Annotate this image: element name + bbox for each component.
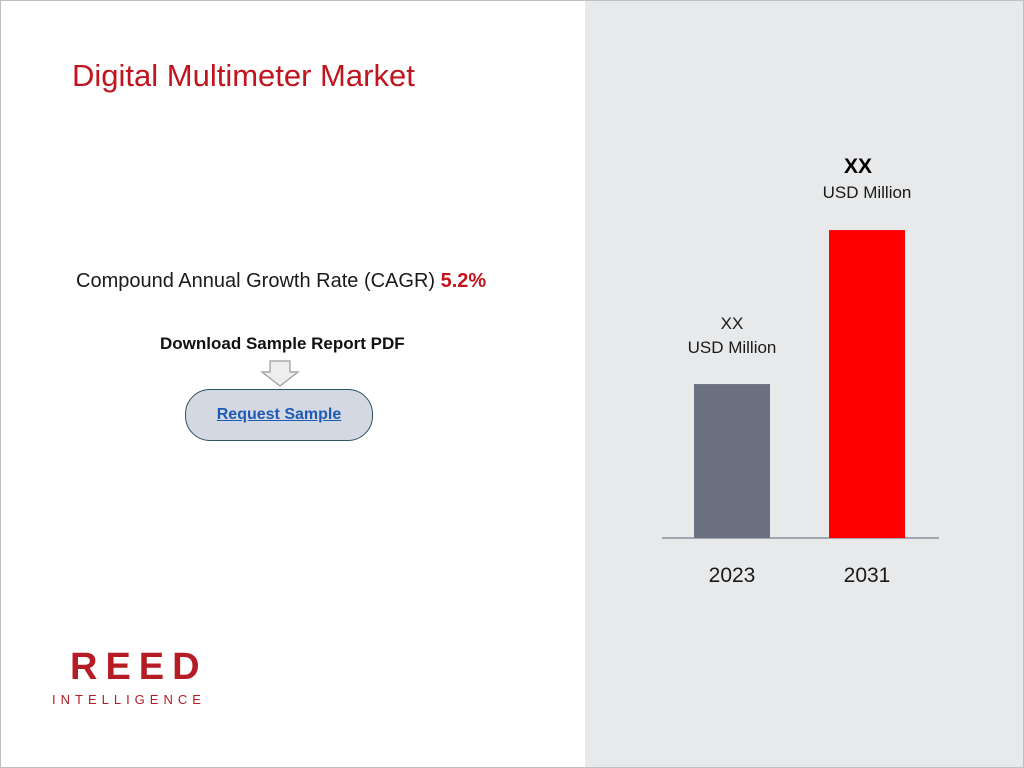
logo-sub-text: INTELLIGENCE (52, 692, 206, 707)
download-label: Download Sample Report PDF (160, 334, 405, 353)
cagr-label: Compound Annual Growth Rate (CAGR) (76, 270, 436, 292)
chart-panel (585, 1, 1023, 767)
bar-2031-unit: USD Million (823, 183, 912, 202)
logo-main-text: REED (70, 646, 208, 688)
reed-intelligence-logo: REED INTELLIGENCE (52, 648, 208, 707)
bar-2023 (694, 384, 770, 538)
bar-2023-unit: USD Million (688, 338, 777, 357)
market-bar-chart: XX USD Million XX USD Million 2023 2031 (662, 155, 939, 587)
cagr-value: 5.2% (440, 270, 487, 292)
request-sample-link[interactable]: Request Sample (216, 406, 342, 423)
request-sample-button[interactable]: Request Sample (185, 389, 373, 441)
bar-2023-value: XX (721, 314, 744, 333)
x-tick-2023: 2023 (709, 564, 756, 587)
x-tick-2031: 2031 (844, 564, 891, 587)
bar-2031 (829, 230, 905, 538)
arrow-down-icon (260, 360, 300, 387)
page-title: Digital Multimeter Market (72, 58, 415, 93)
cagr-text: Compound Annual Growth Rate (CAGR) 5.2% (76, 270, 486, 293)
bar-2031-value: XX (844, 155, 872, 178)
